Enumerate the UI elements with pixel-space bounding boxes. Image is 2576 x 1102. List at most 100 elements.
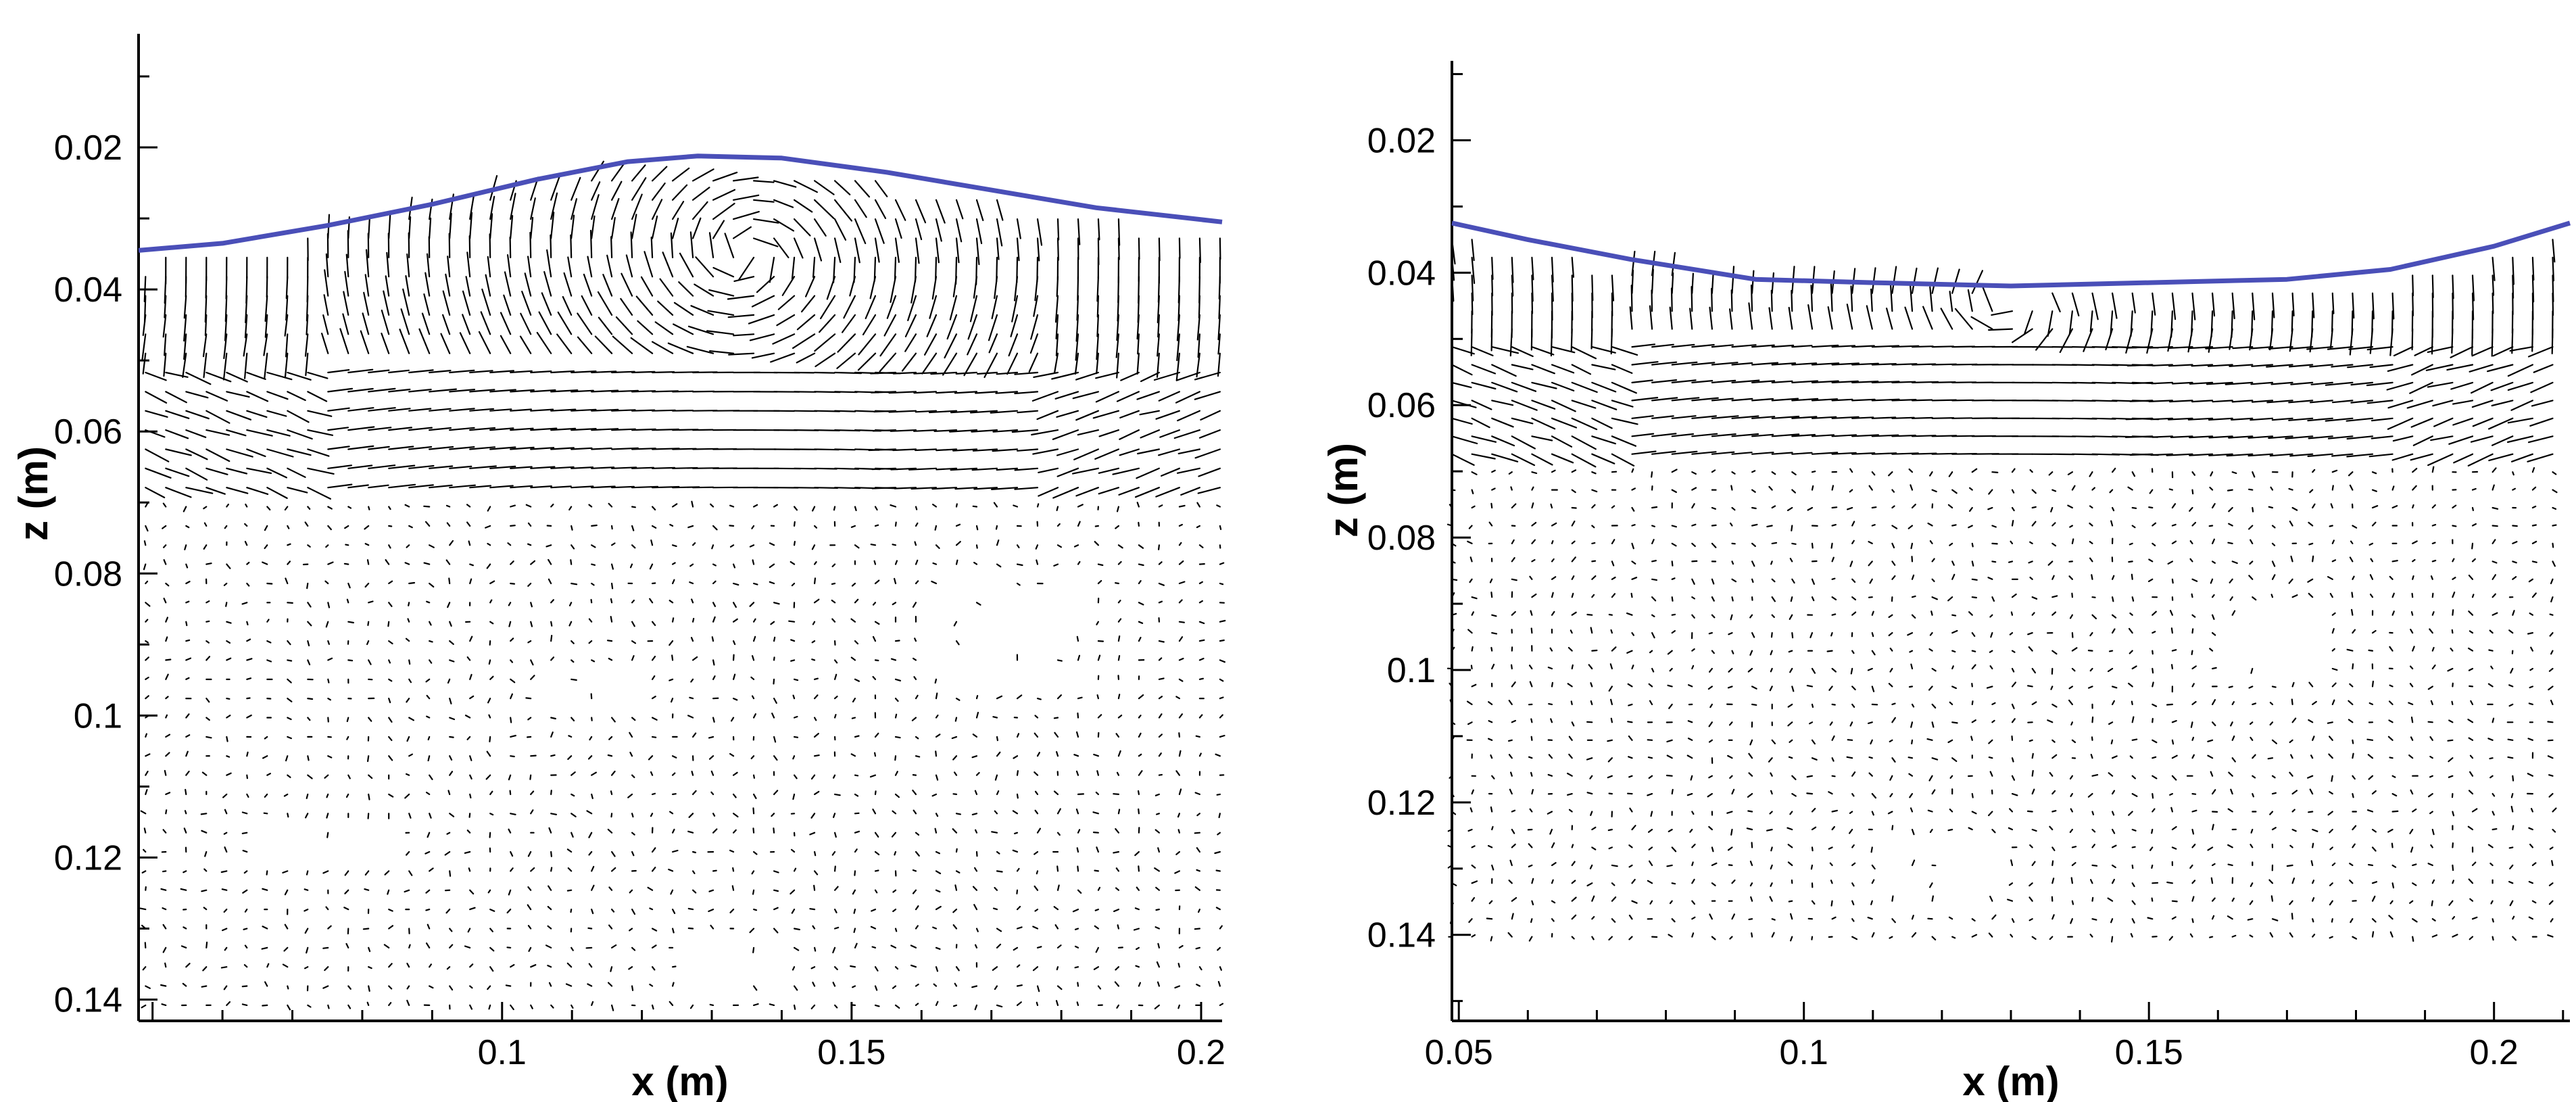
velocity-vector xyxy=(1215,907,1221,911)
velocity-vector xyxy=(368,427,392,431)
velocity-vector xyxy=(1097,886,1101,891)
velocity-vector xyxy=(521,291,532,316)
velocity-vector xyxy=(1077,829,1081,834)
velocity-vector xyxy=(691,542,696,546)
velocity-vector xyxy=(1530,718,1533,723)
velocity-vector xyxy=(287,640,291,646)
velocity-vector xyxy=(1771,344,1795,348)
velocity-vector xyxy=(813,754,820,757)
velocity-vector xyxy=(2147,345,2173,349)
velocity-vector xyxy=(892,985,897,989)
velocity-vector xyxy=(2452,864,2454,871)
velocity-vector xyxy=(2308,719,2314,723)
velocity-vector xyxy=(1648,828,1653,833)
velocity-vector xyxy=(832,813,836,819)
velocity-vector xyxy=(2112,878,2115,884)
velocity-vector xyxy=(2412,504,2414,509)
velocity-vector xyxy=(244,944,248,949)
velocity-vector xyxy=(2026,810,2033,813)
velocity-vector xyxy=(813,870,819,876)
velocity-vector xyxy=(1056,467,1079,477)
velocity-vector xyxy=(1648,683,1653,688)
velocity-vector xyxy=(1176,410,1201,422)
velocity-vector xyxy=(1811,739,1816,745)
velocity-vector xyxy=(671,544,677,548)
velocity-vector xyxy=(832,947,836,954)
velocity-vector xyxy=(368,464,396,469)
velocity-vector xyxy=(712,580,716,585)
velocity-vector xyxy=(1971,719,1976,723)
velocity-vector xyxy=(1055,333,1059,357)
velocity-vector xyxy=(527,582,532,588)
velocity-vector xyxy=(631,193,643,220)
velocity-vector xyxy=(1691,471,1697,475)
velocity-vector xyxy=(631,177,647,201)
velocity-vector xyxy=(388,640,393,645)
velocity-vector xyxy=(201,889,208,892)
velocity-vector xyxy=(487,985,491,990)
velocity-vector xyxy=(1651,560,1657,562)
velocity-vector xyxy=(2110,310,2114,335)
velocity-vector xyxy=(691,201,708,220)
velocity-vector xyxy=(1591,381,1617,393)
velocity-vector xyxy=(1487,844,1493,848)
velocity-vector xyxy=(466,251,471,278)
velocity-vector xyxy=(892,602,897,606)
velocity-vector xyxy=(266,429,291,437)
velocity-vector xyxy=(2530,807,2533,813)
velocity-vector xyxy=(2247,453,2274,457)
velocity-vector xyxy=(935,544,940,550)
velocity-vector xyxy=(2309,364,2333,368)
velocity-vector xyxy=(1471,400,1492,410)
velocity-vector xyxy=(1509,859,1513,867)
velocity-vector xyxy=(587,755,593,760)
velocity-vector xyxy=(869,276,877,300)
velocity-vector xyxy=(1490,591,1493,598)
velocity-vector xyxy=(1687,720,1693,723)
velocity-vector xyxy=(2051,790,2056,795)
velocity-vector xyxy=(2371,918,2377,923)
velocity-vector xyxy=(2152,522,2157,527)
velocity-vector xyxy=(773,678,775,685)
velocity-vector xyxy=(2429,628,2433,634)
velocity-vector xyxy=(1451,757,1453,763)
velocity-vector xyxy=(2389,900,2393,905)
velocity-vector xyxy=(1911,267,1918,294)
velocity-vector xyxy=(628,966,633,970)
velocity-vector xyxy=(2152,739,2158,744)
velocity-vector xyxy=(2387,828,2393,833)
velocity-vector xyxy=(1986,686,1993,689)
velocity-vector xyxy=(489,389,516,393)
velocity-vector xyxy=(1931,721,1935,728)
velocity-vector xyxy=(1691,596,1695,600)
velocity-vector xyxy=(2289,521,2293,527)
velocity-vector xyxy=(608,502,613,508)
velocity-vector xyxy=(2069,828,2073,834)
velocity-vector xyxy=(1870,288,1873,312)
velocity-vector xyxy=(2366,400,2393,404)
velocity-vector xyxy=(1651,289,1653,312)
velocity-vector xyxy=(1611,364,1633,375)
velocity-vector xyxy=(1649,900,1653,905)
velocity-vector xyxy=(2370,558,2374,562)
velocity-vector xyxy=(244,908,248,913)
velocity-vector xyxy=(1711,379,1736,384)
velocity-vector xyxy=(183,314,187,342)
velocity-vector xyxy=(550,621,553,627)
velocity-vector xyxy=(1180,487,1201,496)
velocity-vector xyxy=(1931,578,1935,583)
velocity-vector xyxy=(530,466,556,469)
velocity-vector xyxy=(1072,391,1100,400)
velocity-vector xyxy=(264,981,268,987)
velocity-vector xyxy=(996,928,1002,932)
velocity-vector xyxy=(996,943,1002,949)
velocity-vector xyxy=(2391,560,2398,562)
velocity-vector xyxy=(1013,755,1019,759)
velocity-vector xyxy=(649,983,654,987)
velocity-vector xyxy=(1011,429,1039,433)
velocity-vector xyxy=(1551,364,1575,374)
velocity-vector xyxy=(2011,757,2014,763)
velocity-vector xyxy=(145,487,166,499)
velocity-vector xyxy=(1036,985,1040,992)
velocity-vector xyxy=(911,717,917,721)
